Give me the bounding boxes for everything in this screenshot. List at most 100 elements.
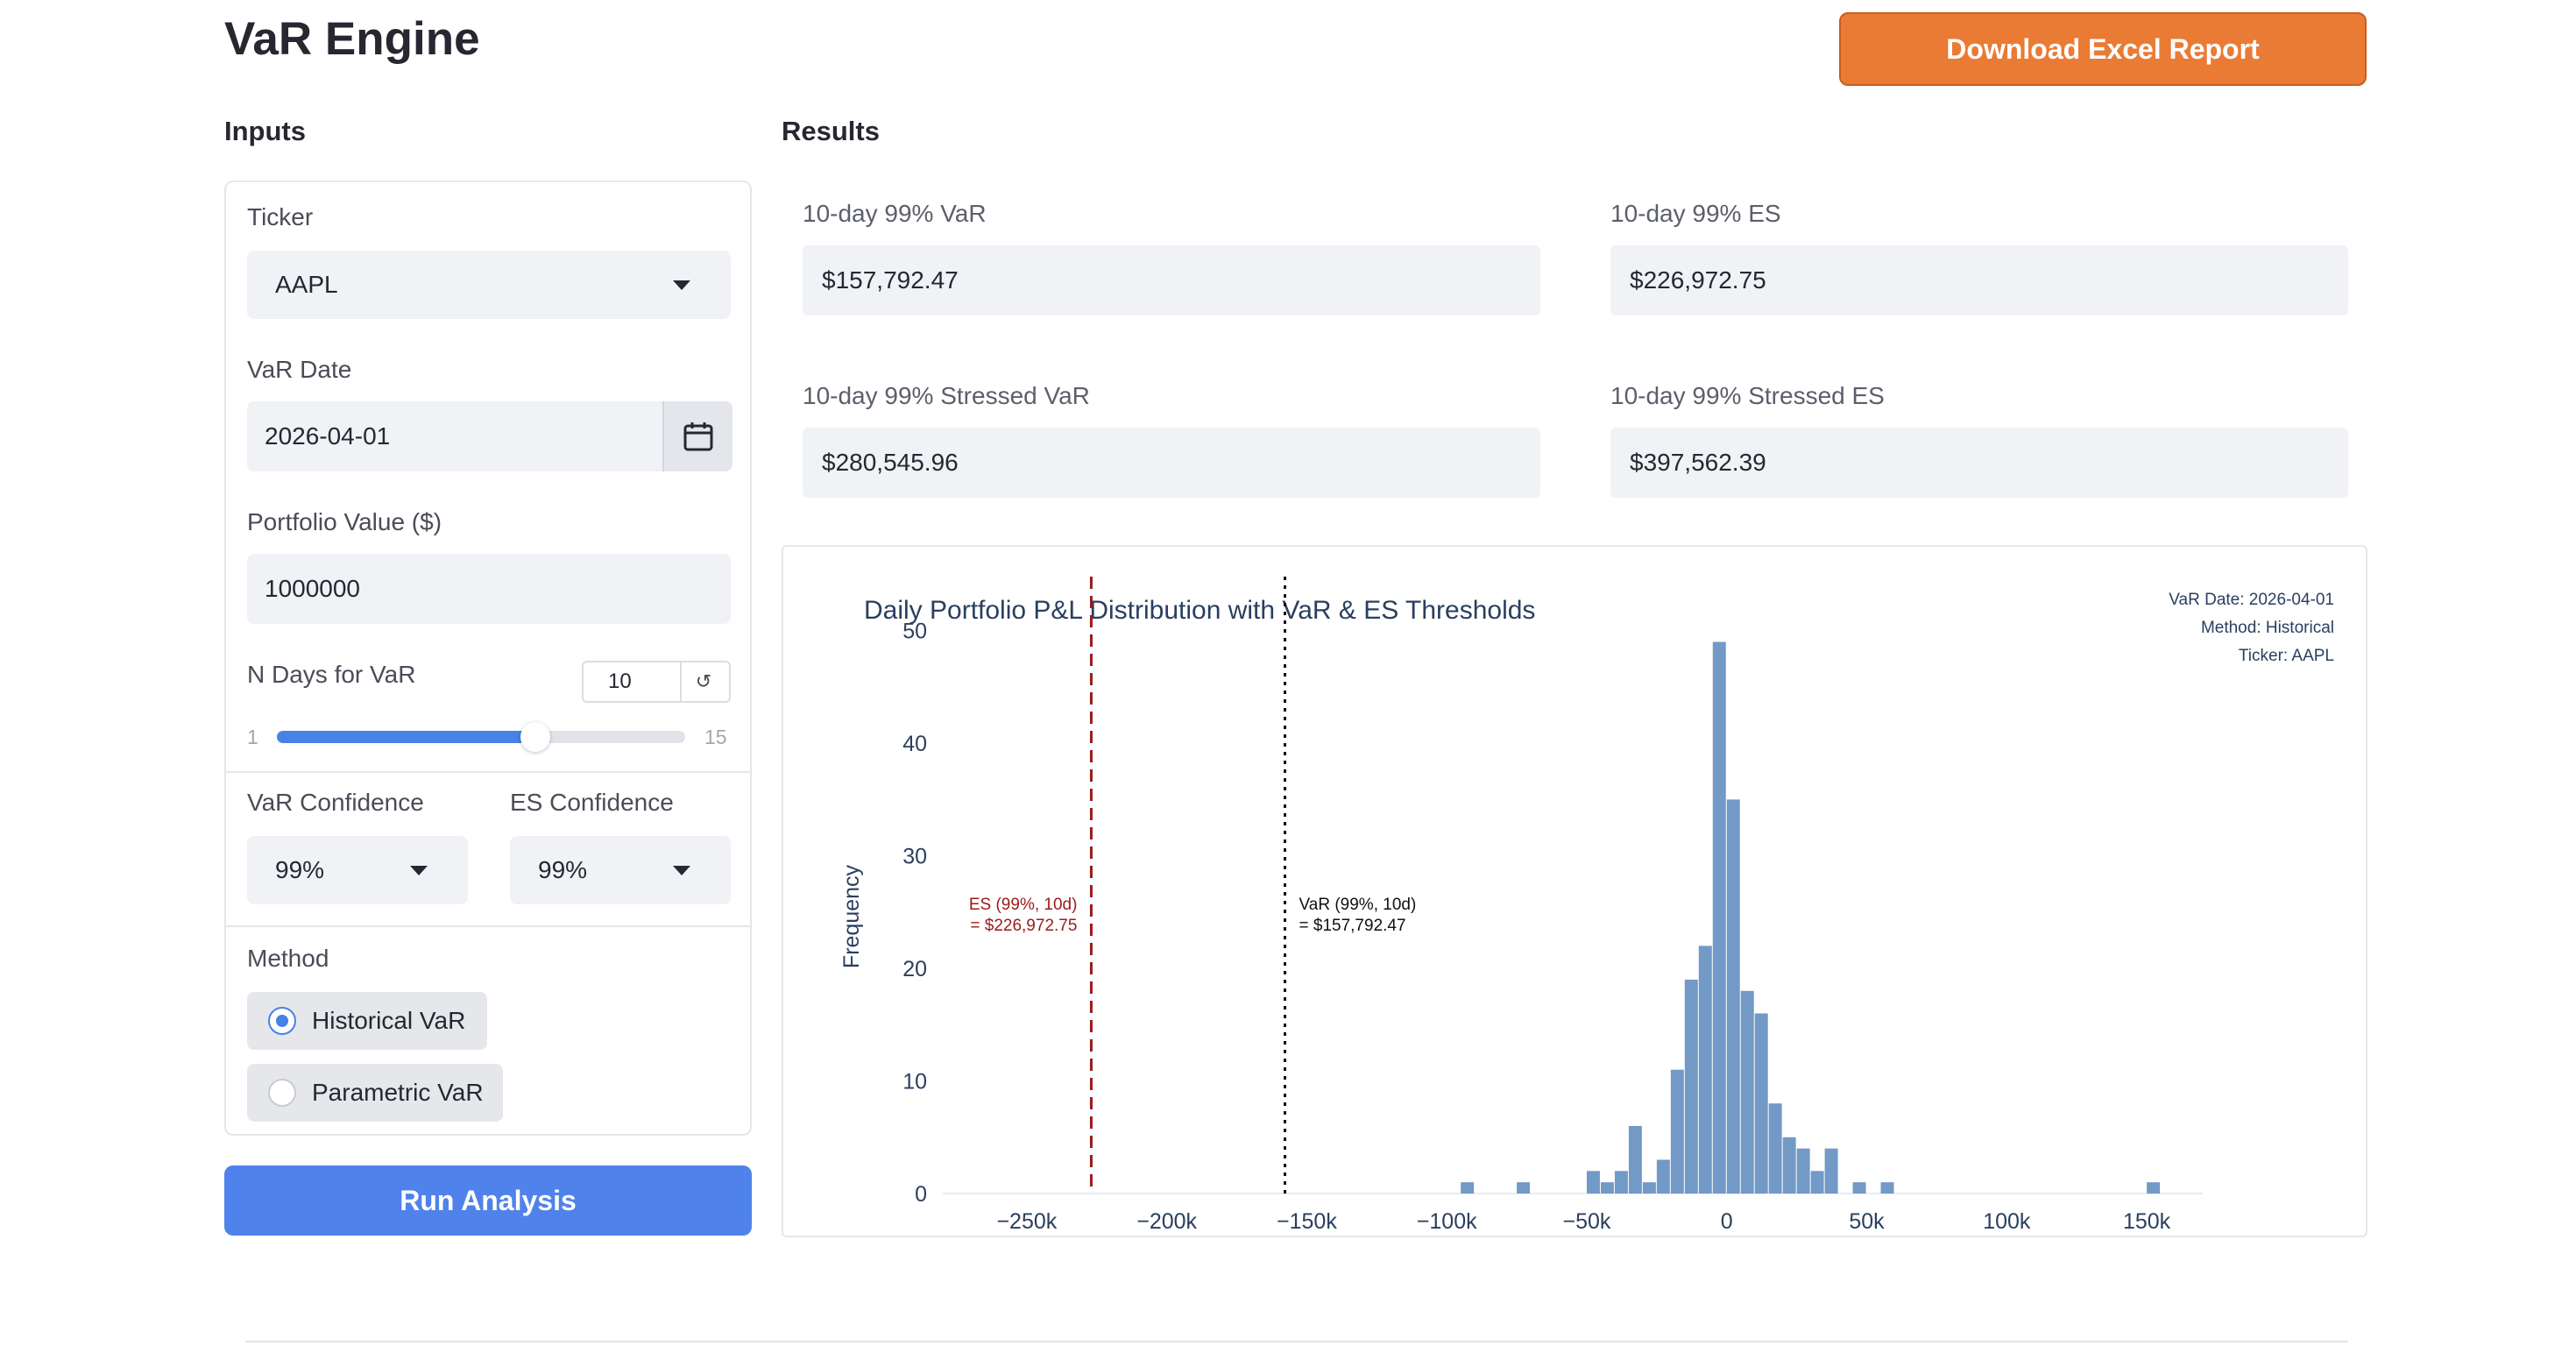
chevron-down-icon bbox=[673, 280, 690, 290]
x-tick-label: −200k bbox=[1136, 1209, 1197, 1234]
histogram-bar bbox=[1684, 979, 1698, 1194]
var-metric-value: $157,792.47 bbox=[803, 245, 1540, 315]
radio-unselected-icon bbox=[268, 1079, 296, 1107]
method-option-label: Historical VaR bbox=[312, 1007, 466, 1034]
histogram-bar bbox=[1600, 1182, 1614, 1194]
histogram-bar bbox=[1614, 1171, 1628, 1194]
download-excel-button[interactable]: Download Excel Report bbox=[1839, 12, 2367, 86]
es-confidence-select[interactable]: 99% bbox=[510, 836, 731, 904]
x-tick-label: −150k bbox=[1277, 1209, 1337, 1234]
histogram-bar bbox=[1740, 990, 1754, 1194]
reset-icon[interactable]: ↺ bbox=[680, 662, 725, 701]
app-title: VaR Engine bbox=[224, 13, 480, 65]
calendar-icon bbox=[683, 422, 713, 451]
n-days-label: N Days for VaR bbox=[247, 661, 416, 688]
x-tick-label: 0 bbox=[1721, 1209, 1733, 1234]
ticker-label: Ticker bbox=[247, 203, 314, 230]
n-days-slider[interactable] bbox=[277, 722, 685, 752]
n-days-slider-handle[interactable] bbox=[520, 722, 550, 752]
chart-annotation: Ticker: AAPL bbox=[2239, 647, 2334, 665]
var-threshold-label: VaR (99%, 10d) bbox=[1299, 896, 1417, 914]
histogram-bar bbox=[1712, 641, 1726, 1194]
histogram-bar bbox=[1586, 1171, 1600, 1194]
ticker-select[interactable]: AAPL bbox=[247, 251, 731, 319]
stressed-es-metric-label: 10-day 99% Stressed ES bbox=[1610, 382, 1885, 409]
calendar-button[interactable] bbox=[662, 401, 732, 471]
histogram-bar bbox=[2147, 1182, 2161, 1194]
n-days-max-label: 15 bbox=[704, 726, 727, 748]
chart-svg: Daily Portfolio P&L Distribution with Va… bbox=[839, 577, 2334, 1279]
stressed-var-metric-value: $280,545.96 bbox=[803, 428, 1540, 498]
method-option-label: Parametric VaR bbox=[312, 1079, 484, 1106]
y-tick-label: 50 bbox=[902, 620, 927, 644]
ticker-value: AAPL bbox=[275, 271, 338, 298]
footer-divider bbox=[245, 1341, 2348, 1342]
histogram-bar bbox=[1782, 1137, 1796, 1194]
x-tick-label: 50k bbox=[1849, 1209, 1885, 1234]
n-days-slider-fill bbox=[277, 731, 535, 743]
method-option-historical[interactable]: Historical VaR bbox=[247, 992, 487, 1050]
es-confidence-value: 99% bbox=[538, 856, 588, 883]
es-threshold-value: = $226,972.75 bbox=[970, 917, 1077, 935]
radio-selected-icon bbox=[268, 1007, 296, 1035]
y-tick-label: 10 bbox=[902, 1070, 927, 1094]
stressed-var-metric-label: 10-day 99% Stressed VaR bbox=[803, 382, 1090, 409]
chart-annotation: VaR Date: 2026-04-01 bbox=[2169, 591, 2334, 609]
y-tick-label: 40 bbox=[902, 732, 927, 756]
x-tick-label: −250k bbox=[996, 1209, 1057, 1234]
histogram-bar bbox=[1880, 1182, 1894, 1194]
var-date-label: VaR Date bbox=[247, 356, 352, 383]
es-metric-value: $226,972.75 bbox=[1610, 245, 2348, 315]
y-tick-label: 20 bbox=[902, 957, 927, 981]
n-days-number-input[interactable]: 10 ↺ bbox=[582, 661, 731, 703]
stressed-es-metric-value: $397,562.39 bbox=[1610, 428, 2348, 498]
var-metric-label: 10-day 99% VaR bbox=[803, 200, 987, 227]
histogram-bar bbox=[1824, 1148, 1838, 1194]
portfolio-value-input[interactable]: 1000000 bbox=[247, 554, 731, 624]
var-confidence-value: 99% bbox=[275, 856, 325, 883]
var-date-input[interactable]: 2026-04-01 bbox=[247, 401, 662, 471]
chart-annotation: Method: Historical bbox=[2201, 619, 2334, 637]
results-section-title: Results bbox=[782, 116, 880, 146]
y-tick-label: 0 bbox=[915, 1182, 927, 1207]
histogram-bar bbox=[1726, 799, 1740, 1194]
chevron-down-icon bbox=[410, 866, 428, 875]
histogram-bar bbox=[1768, 1103, 1782, 1194]
inputs-panel: Ticker AAPL VaR Date 2026-04-01 Portfoli… bbox=[224, 181, 752, 1136]
y-tick-label: 30 bbox=[902, 845, 927, 869]
divider bbox=[226, 771, 750, 773]
histogram-bar bbox=[1852, 1182, 1866, 1194]
x-tick-label: −100k bbox=[1417, 1209, 1477, 1234]
es-metric-label: 10-day 99% ES bbox=[1610, 200, 1781, 227]
method-option-parametric[interactable]: Parametric VaR bbox=[247, 1064, 503, 1122]
es-threshold-label: ES (99%, 10d) bbox=[969, 896, 1078, 914]
x-tick-label: 100k bbox=[1983, 1209, 2031, 1234]
var-confidence-select[interactable]: 99% bbox=[247, 836, 468, 904]
var-confidence-label: VaR Confidence bbox=[247, 789, 424, 816]
x-tick-label: −50k bbox=[1563, 1209, 1611, 1234]
run-analysis-button[interactable]: Run Analysis bbox=[224, 1165, 752, 1236]
chevron-down-icon bbox=[673, 866, 690, 875]
histogram-bar bbox=[1517, 1182, 1531, 1194]
histogram-bar bbox=[1698, 946, 1712, 1194]
histogram-bar bbox=[1796, 1148, 1810, 1194]
histogram-bar bbox=[1810, 1171, 1824, 1194]
y-axis-label: Frequency bbox=[839, 864, 864, 968]
inputs-section-title: Inputs bbox=[224, 116, 306, 146]
var-threshold-value: = $157,792.47 bbox=[1299, 917, 1406, 935]
n-days-min-label: 1 bbox=[247, 726, 258, 748]
method-label: Method bbox=[247, 945, 329, 972]
histogram-bar bbox=[1670, 1069, 1684, 1194]
pnl-distribution-chart: Daily Portfolio P&L Distribution with Va… bbox=[782, 545, 2367, 1279]
x-tick-label: 150k bbox=[2123, 1209, 2171, 1234]
divider bbox=[226, 925, 750, 927]
histogram-bar bbox=[1642, 1182, 1656, 1194]
n-days-value: 10 bbox=[608, 669, 632, 693]
es-confidence-label: ES Confidence bbox=[510, 789, 674, 816]
histogram-bar bbox=[1656, 1159, 1670, 1194]
histogram-bar bbox=[1461, 1182, 1475, 1194]
portfolio-value-label: Portfolio Value ($) bbox=[247, 508, 442, 535]
histogram-bar bbox=[1628, 1125, 1642, 1194]
chart-title: Daily Portfolio P&L Distribution with Va… bbox=[864, 596, 1535, 625]
histogram-bar bbox=[1754, 1013, 1768, 1194]
